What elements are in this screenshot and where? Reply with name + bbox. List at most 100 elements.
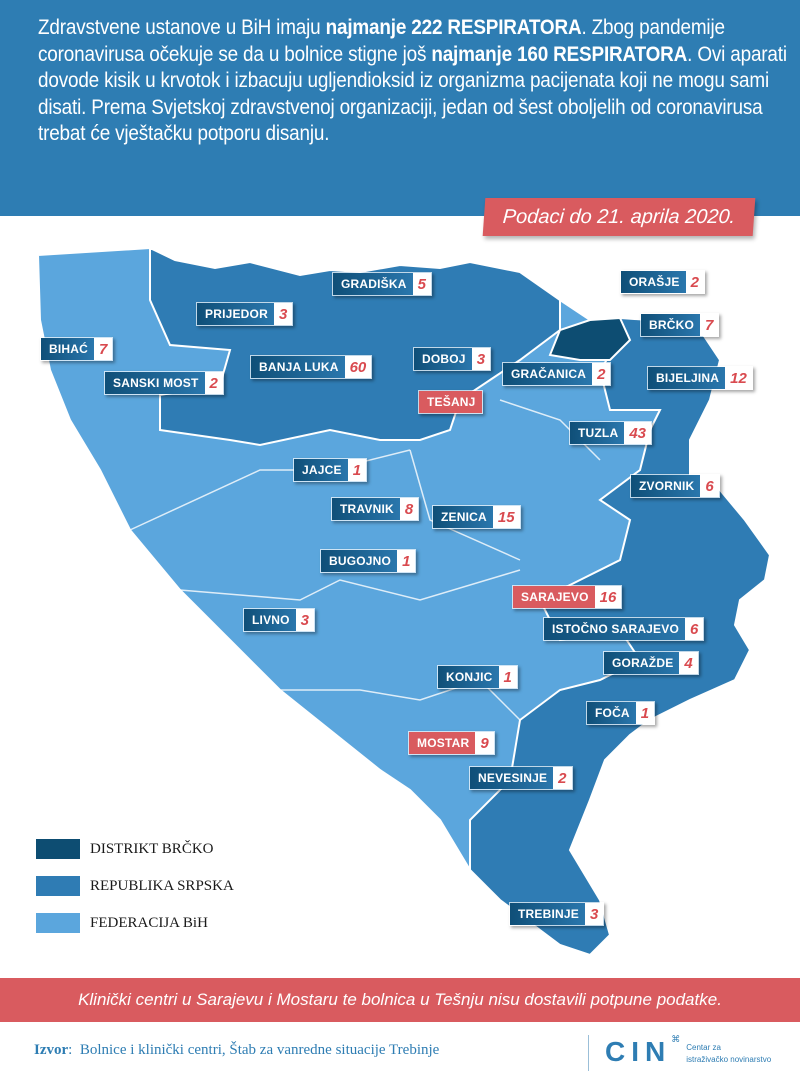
respirator-count: 5 [412, 273, 431, 295]
location-name: FOČA [587, 702, 636, 724]
respirator-count: 7 [94, 338, 113, 360]
location-name: TEŠANJ [419, 391, 482, 413]
legend-swatch [36, 839, 80, 859]
legend-item-republika-srpska: REPUBLIKA SRPSKA [36, 875, 234, 897]
respirator-count: 4 [679, 652, 698, 674]
location-label-nevesinje: NEVESINJE 2 [469, 766, 573, 790]
respirator-count: 3 [295, 609, 315, 631]
location-name: KONJIC [438, 666, 499, 688]
incomplete-data-note: Klinički centri u Sarajevu i Mostaru te … [0, 978, 800, 1022]
location-name: DOBOJ [414, 348, 472, 370]
location-name: BIJELJINA [648, 367, 726, 389]
location-name: ISTOČNO SARAJEVO [544, 618, 686, 640]
intro-text: Zdravstvene ustanove u BiH imaju najmanj… [38, 14, 795, 147]
region-republika-srpska-east [469, 316, 772, 957]
location-name: BIHAĆ [41, 338, 94, 360]
respirator-count: 1 [635, 702, 655, 724]
cin-mark-icon: ⌘ [671, 1034, 681, 1044]
location-label-livno: LIVNO 3 [243, 608, 316, 632]
respirator-count: 15 [492, 506, 520, 528]
cin-logo-text: CIN [605, 1036, 672, 1067]
source-text: Bolnice i klinički centri, Štab za vanre… [79, 1042, 440, 1058]
legend-item-federacija-bih: FEDERACIJA BiH [36, 912, 234, 934]
location-label-bihać: BIHAĆ 7 [40, 337, 114, 361]
location-label-bijeljina: BIJELJINA 12 [647, 366, 753, 390]
respirator-count: 2 [553, 767, 572, 789]
location-name: MOSTAR [409, 732, 476, 754]
intro-segment: . Zbog pandemije coronavirusa očekuje se… [38, 15, 725, 66]
location-label-gračanica: GRAČANICA 2 [502, 362, 612, 386]
respirator-count: 12 [725, 367, 752, 389]
source-line: Izvor: Bolnice i klinički centri, Štab z… [34, 1042, 440, 1058]
intro-highlight: najmanje 160 RESPIRATORA [431, 41, 688, 66]
location-name: LIVNO [244, 609, 296, 631]
location-name: NEVESINJE [470, 767, 554, 789]
respirator-count: 60 [344, 356, 372, 378]
legend-label: DISTRIKT BRČKO [90, 840, 214, 857]
location-label-tešanj: TEŠANJ [418, 390, 483, 414]
respirator-count: 43 [624, 422, 652, 444]
respirator-count: 6 [700, 475, 719, 497]
region-distrikt-brcko [548, 316, 632, 361]
location-name: TRAVNIK [332, 498, 400, 520]
respirator-count: 1 [397, 550, 416, 572]
legend-swatch [36, 913, 80, 933]
location-label-goražde: GORAŽDE 4 [603, 651, 699, 675]
source-label: Izvor [34, 1042, 69, 1058]
intro-segment: Zdravstvene ustanove u BiH imaju [38, 15, 326, 39]
cin-subtitle: Centar za istraživačko novinarstvo [686, 1042, 771, 1066]
location-name: ZENICA [433, 506, 493, 528]
respirator-count: 8 [399, 498, 419, 520]
respirator-count: 3 [584, 903, 604, 925]
location-name: ZVORNIK [631, 475, 701, 497]
location-label-bugojno: BUGOJNO 1 [320, 549, 417, 573]
respirator-count: 2 [685, 271, 704, 293]
intro-highlight: najmanje 222 RESPIRATORA [325, 15, 582, 39]
location-label-banja-luka: BANJA LUKA 60 [250, 355, 373, 379]
location-label-doboj: DOBOJ 3 [413, 347, 492, 371]
location-name: GRAČANICA [503, 363, 593, 385]
location-label-tuzla: TUZLA 43 [569, 421, 653, 445]
location-label-sanski-most: SANSKI MOST 2 [104, 371, 224, 395]
location-label-jajce: JAJCE 1 [293, 458, 368, 482]
location-name: SARAJEVO [513, 586, 595, 608]
location-name: PRIJEDOR [197, 303, 274, 325]
map-legend: DISTRIKT BRČKO REPUBLIKA SRPSKA FEDERACI… [36, 838, 234, 949]
legend-label: FEDERACIJA BiH [90, 914, 208, 931]
location-name: JAJCE [294, 459, 348, 481]
respirator-count: 6 [685, 618, 704, 640]
location-name: BRČKO [641, 314, 700, 336]
location-label-sarajevo: SARAJEVO 16 [512, 585, 623, 609]
respirator-count: 1 [347, 459, 367, 481]
cin-subtitle-line: istraživačko novinarstvo [686, 1055, 772, 1064]
header-banner: Zdravstvene ustanove u BiH imaju najmanj… [0, 0, 800, 216]
cin-subtitle-line: Centar za [686, 1043, 721, 1052]
intro-segment: . Ovi aparati dovode kisik u krvotok i i… [38, 41, 787, 146]
location-name: GRADIŠKA [333, 273, 413, 295]
location-label-prijedor: PRIJEDOR 3 [196, 302, 294, 326]
location-label-gradiška: GRADIŠKA 5 [332, 272, 432, 296]
respirator-count: 7 [700, 314, 719, 336]
location-label-konjic: KONJIC 1 [437, 665, 518, 689]
location-name: TREBINJE [510, 903, 585, 925]
location-name: BUGOJNO [321, 550, 398, 572]
location-name: GORAŽDE [604, 652, 680, 674]
respirator-count: 1 [498, 666, 517, 688]
location-label-travnik: TRAVNIK 8 [331, 497, 420, 521]
respirator-count: 3 [273, 303, 293, 325]
respirator-count: 16 [594, 586, 622, 608]
location-label-trebinje: TREBINJE 3 [509, 902, 605, 926]
respirator-count: 2 [592, 363, 611, 385]
divider [588, 1035, 589, 1071]
location-name: BANJA LUKA [251, 356, 345, 378]
legend-item-distrikt-brcko: DISTRIKT BRČKO [36, 838, 234, 860]
respirator-count: 3 [471, 348, 491, 370]
location-label-zenica: ZENICA 15 [432, 505, 521, 529]
location-name: SANSKI MOST [105, 372, 205, 394]
legend-label: REPUBLIKA SRPSKA [90, 877, 234, 894]
respirator-count: 9 [475, 732, 494, 754]
location-name: TUZLA [570, 422, 625, 444]
location-label-mostar: MOSTAR 9 [408, 731, 495, 755]
location-name: ORAŠJE [621, 271, 686, 293]
location-label-orašje: ORAŠJE 2 [620, 270, 705, 294]
